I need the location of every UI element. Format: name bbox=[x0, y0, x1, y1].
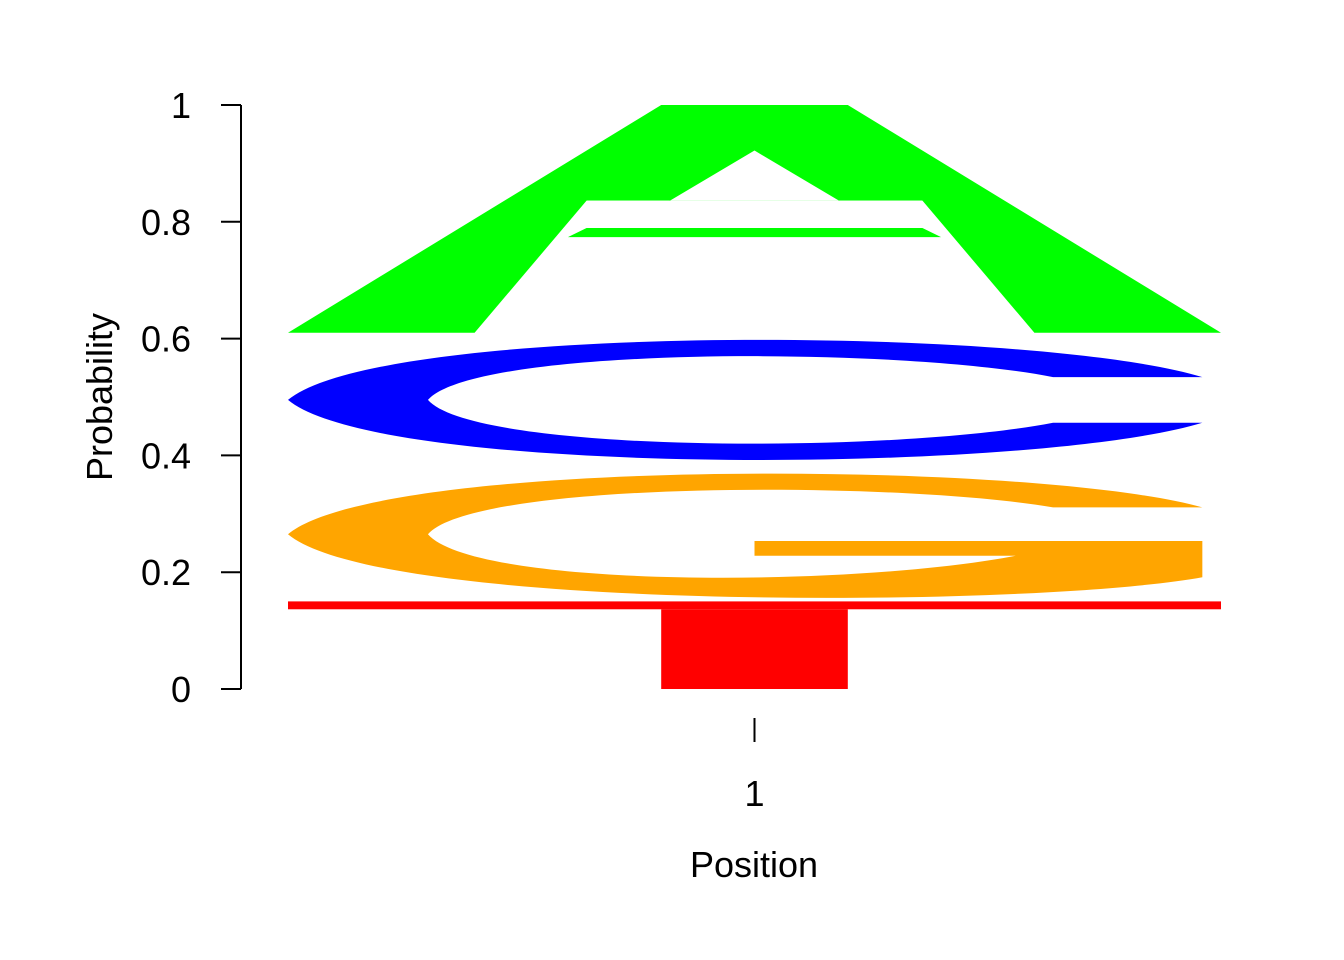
letter-a-counter bbox=[586, 200, 923, 228]
y-axis-label: Probability bbox=[79, 313, 120, 481]
y-axis: 0 0.2 0.4 0.6 0.8 1 bbox=[141, 85, 242, 710]
y-tick-label: 0.4 bbox=[141, 435, 191, 476]
letter-t bbox=[288, 601, 1221, 689]
letter-g-shape bbox=[288, 473, 1203, 598]
x-axis: 1 bbox=[744, 718, 765, 814]
y-tick-label: 0.2 bbox=[141, 552, 191, 593]
letter-c bbox=[288, 339, 1203, 460]
letter-c-shape bbox=[288, 339, 1203, 460]
y-tick-label: 0 bbox=[171, 669, 191, 710]
letter-a bbox=[288, 105, 1221, 333]
letter-t-top bbox=[288, 601, 1221, 610]
x-axis-label: Position bbox=[690, 844, 818, 885]
y-tick-label: 0.6 bbox=[141, 319, 191, 360]
letter-t-stem bbox=[661, 609, 848, 689]
letter-stacks bbox=[288, 105, 1221, 689]
letter-a-crossbar bbox=[567, 227, 942, 238]
y-tick-label: 0.8 bbox=[141, 202, 191, 243]
y-ticks: 0 0.2 0.4 0.6 0.8 1 bbox=[141, 85, 241, 710]
letter-g bbox=[288, 473, 1203, 598]
y-tick-label: 1 bbox=[171, 85, 191, 126]
x-tick-label: 1 bbox=[744, 773, 764, 814]
